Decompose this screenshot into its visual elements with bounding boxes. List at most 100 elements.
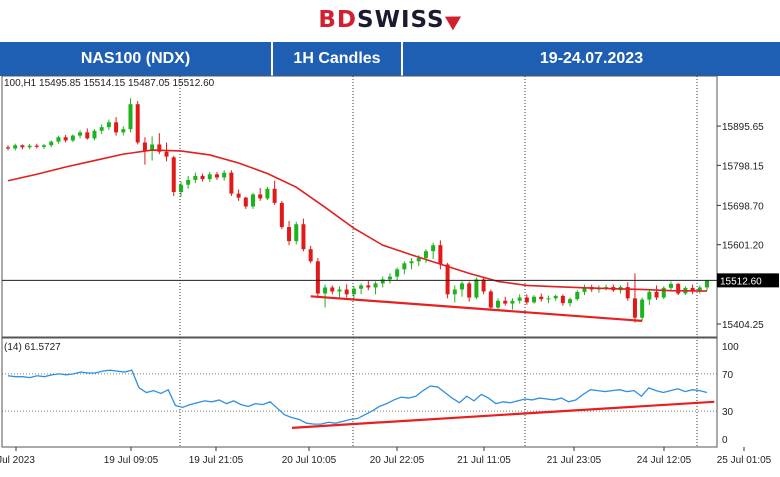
candle-bearish [287,227,292,242]
candle-bullish [337,289,342,292]
candle-bearish [164,151,169,157]
rsi-tick-label: 100 [722,342,739,353]
rsi-panel-frame [1,337,718,448]
candle-bullish [423,251,428,259]
candle-bullish [351,288,356,295]
candle-bearish [676,283,681,294]
candle-bullish [106,122,111,128]
candle-bearish [366,285,371,288]
price-tick-label: 15404.25 [722,320,764,331]
candle-bullish [193,175,198,180]
candle-bearish [236,193,241,198]
candle-bullish [323,287,328,294]
main-panel-frame [1,75,718,338]
candle-bullish [459,283,464,290]
candle-bullish [92,130,97,139]
candle-bullish [452,289,457,295]
candle-bullish [395,269,400,277]
candle-bullish [128,104,133,130]
moving-average-line [7,149,708,292]
candle-bullish [647,291,652,300]
candle-bearish [171,157,176,192]
candle-bullish [553,295,558,299]
candle-bullish [640,299,645,318]
candle-bullish [604,287,609,289]
candle-bearish [135,104,140,143]
candle-bullish [546,298,551,300]
rsi-tick-label: 0 [722,435,728,446]
candle-bullish [431,245,436,252]
candle-bearish [279,202,284,228]
rsi-line [7,369,708,425]
candle-bearish [272,188,277,203]
rsi-tick-label: 70 [722,370,734,381]
candle-bullish [705,280,709,288]
ohlc-info-text: 100,H1 15495.85 15514.15 15487.05 15512.… [4,78,215,89]
candle-bullish [359,285,364,289]
candle-bullish [668,283,673,288]
candle-bullish [294,224,299,242]
candle-bearish [258,194,263,199]
brand-wordmark: BDSWISS [318,7,444,33]
candle-bullish [474,279,479,298]
candle-bullish [251,194,256,207]
candle-bullish [207,174,212,180]
candle-bullish [575,291,580,300]
time-tick-label: 21 Jul 11:05 [457,455,511,466]
current-price-box [717,273,779,288]
timeframe-label: 1H Candles [273,42,403,76]
price-tick-label: 15895.65 [722,122,764,133]
candle-bearish [524,297,529,303]
price-tick-label: 15698.70 [722,201,764,212]
candle-bearish [142,142,147,151]
candle-bearish [330,287,335,292]
candle-bearish [157,144,162,152]
candle-bearish [308,249,313,262]
candle-bullish [78,132,83,136]
time-tick-label: 20 Jul 10:05 [282,455,337,466]
price-tick-label: 15798.15 [722,161,764,172]
candle-bullish [387,276,392,280]
candle-bullish [517,297,522,301]
rsi-tick-label: 30 [722,407,734,418]
candle-bearish [438,245,443,265]
candle-bullish [150,144,155,151]
candle-bearish [503,300,508,304]
candle-bullish [532,296,537,303]
candle-bearish [539,296,544,300]
candle-bearish [114,122,119,133]
candle-bullish [49,141,54,146]
candle-bearish [85,132,90,139]
date-range-label: 19-24.07.2023 [539,50,644,67]
time-tick-label: 24 Jul 12:05 [637,455,692,466]
candle-bearish [560,295,565,304]
price-tick-label: 15601.20 [722,241,764,252]
instrument-label: NAS100 (NDX) [0,42,273,76]
time-tick-label: 19 Jul 09:05 [104,455,159,466]
time-tick-label: 20 Jul 22:05 [370,455,425,466]
candle-bullish [416,258,421,262]
candle-bullish [70,135,75,141]
candle-bullish [402,263,407,270]
candle-bearish [20,145,25,148]
candle-bullish [27,145,32,148]
chart-header-bar: NAS100 (NDX) 1H Candles 19-24.07.2023 [0,42,780,76]
brand-rest: SWISS [357,7,445,33]
candle-bullish [121,129,126,133]
candle-bullish [661,287,666,298]
brand-accent: BD [318,7,358,33]
candle-bullish [510,300,515,304]
candle-bearish [6,147,10,149]
candle-bullish [178,184,183,192]
candle-bearish [344,289,349,295]
current-price-label: 15512.60 [720,276,762,287]
candle-bullish [582,287,587,292]
candle-bearish [243,197,248,207]
candle-bearish [467,283,472,298]
candle-bullish [373,283,378,288]
time-tick-label: 21 Jul 23:05 [547,455,602,466]
candle-bearish [690,287,695,292]
candle-bullish [99,127,104,131]
candle-bullish [697,287,702,292]
